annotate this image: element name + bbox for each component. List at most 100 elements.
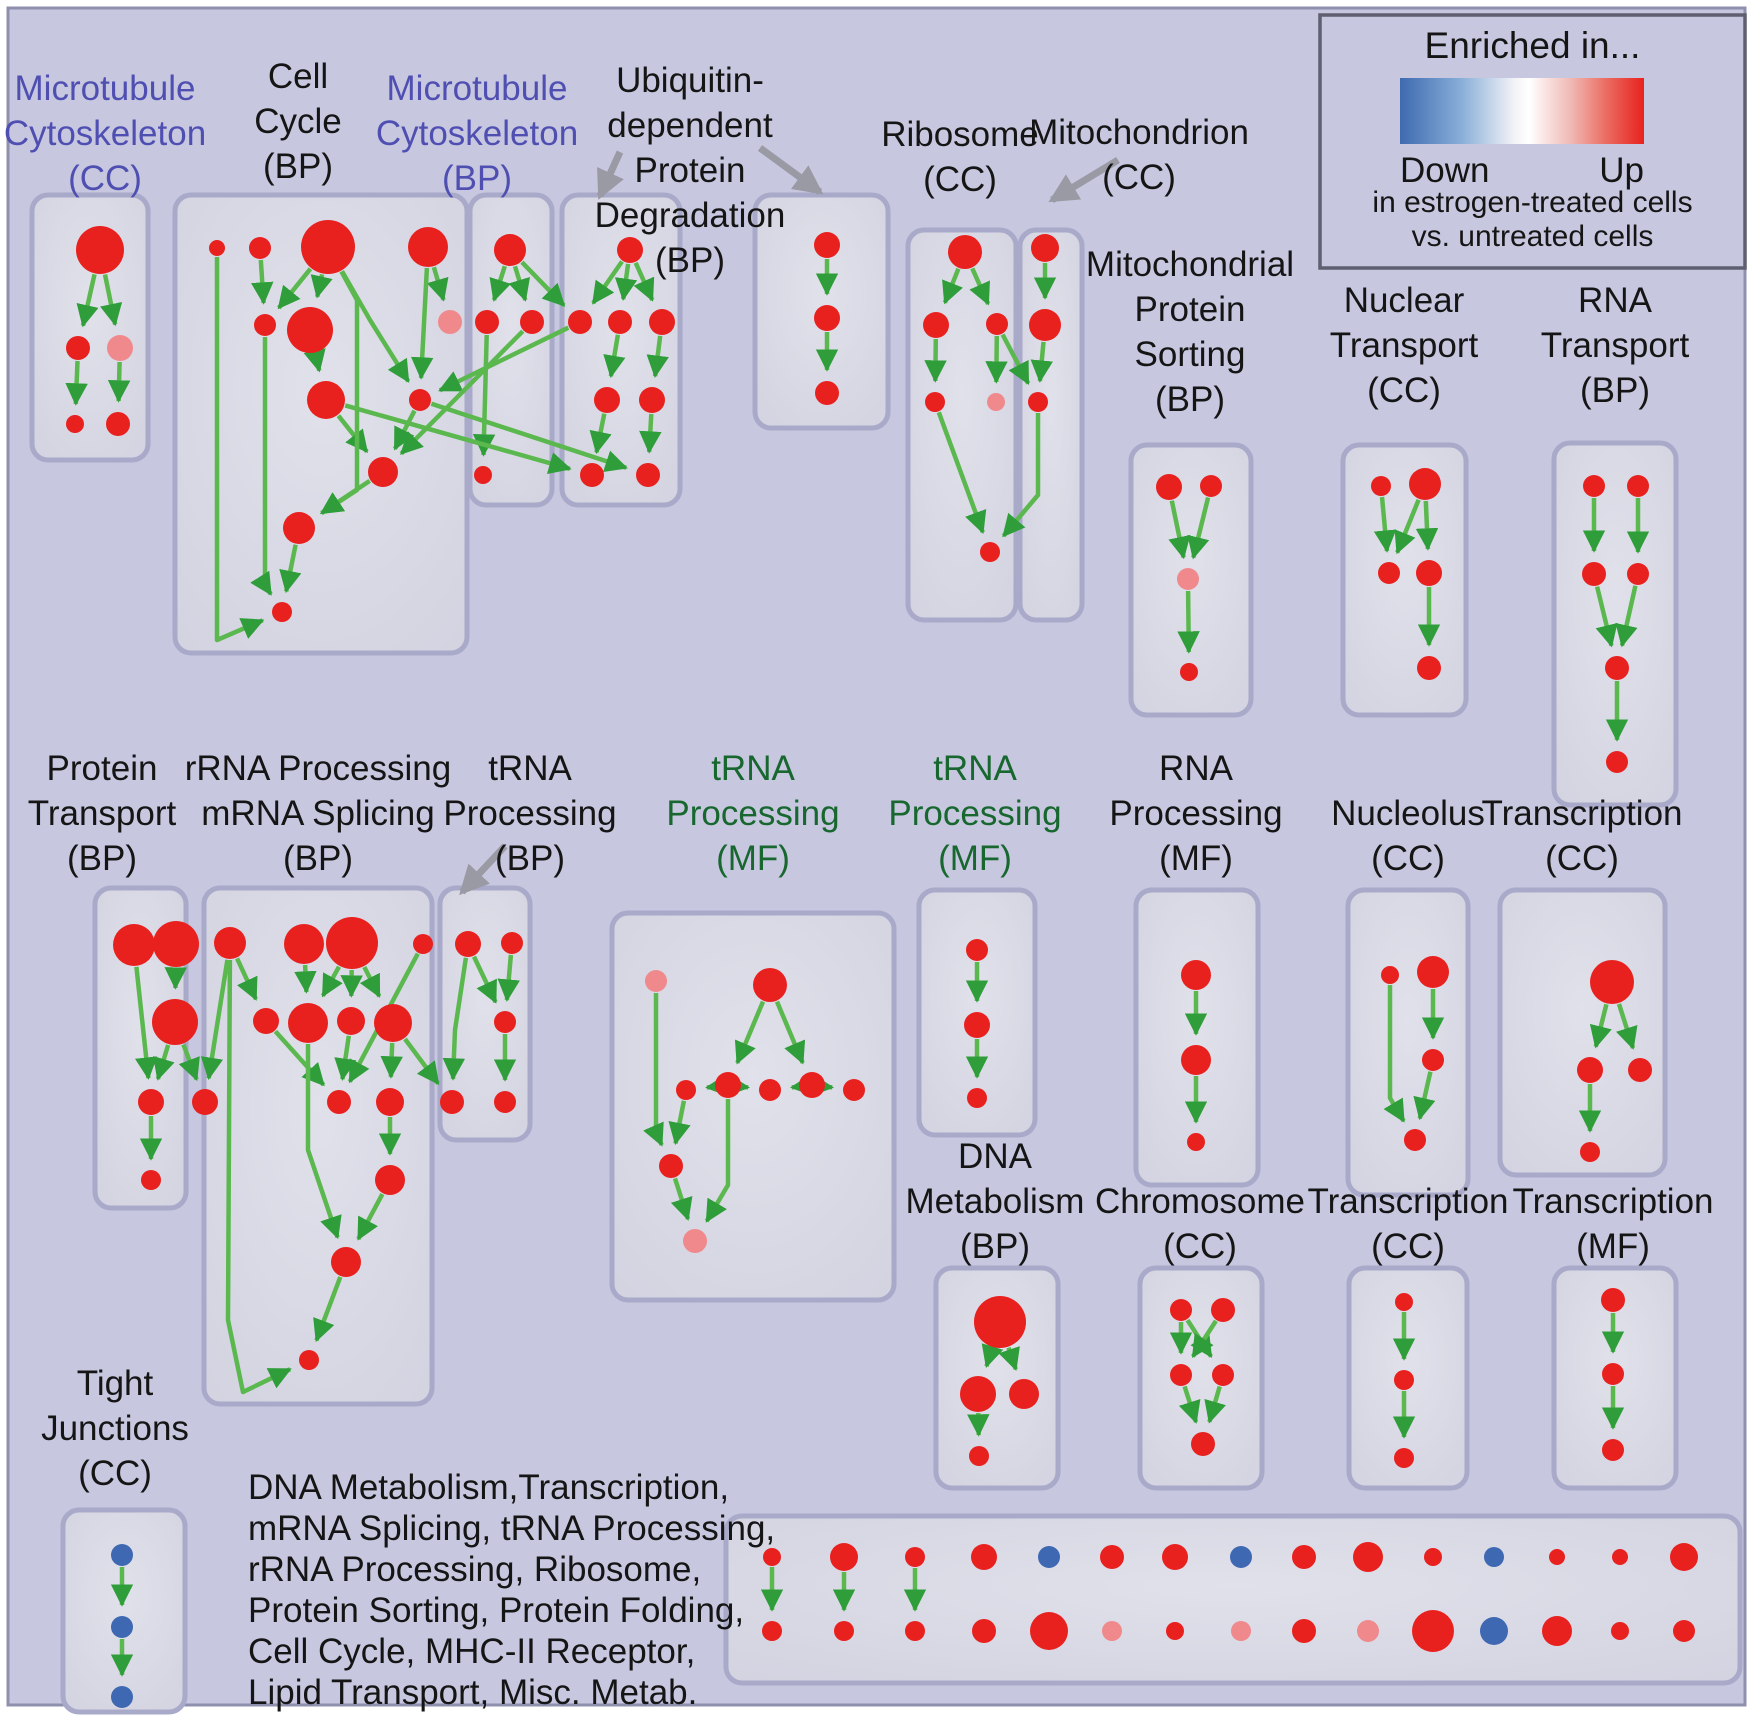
edge-rna_transport-mR-jn <box>1615 585 1638 648</box>
edge-ubiq_l-n4-b1 <box>589 413 612 455</box>
node-trna_mf_big-nC <box>759 1079 781 1101</box>
edge-mito_sorting-tR-mid <box>1187 497 1211 560</box>
cluster-label-nucleolus-cc: Nucleolus (CC) <box>1331 794 1485 878</box>
footer-text-line: Cell Cycle, MHC-II Receptor, <box>248 1632 695 1671</box>
edge-ubiq_l-m3-n5 <box>646 335 669 378</box>
edge-cell_cycle-c3-c5 <box>277 267 313 310</box>
cluster-label-line: Transport <box>1541 326 1690 365</box>
legend-caption-line: vs. untreated cells <box>1412 220 1654 253</box>
node-dna_metabolism-cL <box>960 1376 996 1412</box>
node-nuclear_transport-mR <box>1416 560 1442 586</box>
pointer-arrow-to-ubiquitin-box-right <box>757 145 824 195</box>
node-chromosome-mR <box>1212 1364 1234 1386</box>
edge-microtubule_bp-a-bot <box>472 334 496 457</box>
cluster-label-line: Chromosome <box>1095 1182 1305 1221</box>
node-mito-m7 <box>1029 309 1061 341</box>
node-dna_metabolism-bt <box>969 1446 989 1466</box>
node-trna_bp-b1 <box>440 1090 464 1114</box>
edge-rrna-m2-p <box>305 1044 342 1240</box>
node-chromosome-bt <box>1191 1432 1215 1456</box>
node-trna_bp-mid <box>494 1011 516 1033</box>
node-microtubule_bp-t <box>494 234 526 266</box>
node-tight_junctions-v2 <box>111 1616 133 1638</box>
node-cell_cycle-c1 <box>209 240 225 256</box>
node-rna_transport-tL <box>1583 475 1605 497</box>
edge-rrna-t2-m2 <box>294 964 317 994</box>
edge-dna_metabolism-huge-cL <box>981 1343 1004 1369</box>
cluster-label-line: Degradation <box>595 196 786 235</box>
node-microtubule_cc-d <box>66 415 84 433</box>
node-ubiq_r-v2 <box>814 305 840 331</box>
edge-transcription_cc_mid-bg-cR <box>1616 1003 1638 1050</box>
node-rna_proc_mf-v3 <box>1187 1133 1205 1151</box>
node-mito_sorting-tR <box>1200 475 1222 497</box>
edge-trna_mf_big-nA-nF <box>668 1100 691 1146</box>
cluster-label-rna-transport: RNA Transport (BP) <box>1541 281 1690 410</box>
cluster-box-rna_proc_mf <box>1133 887 1261 1188</box>
node-misc-c4t <box>971 1544 997 1570</box>
cluster-label-line: (BP) <box>283 839 353 878</box>
node-trna_mf_big-nF <box>659 1154 683 1178</box>
node-misc-c12b <box>1480 1617 1508 1645</box>
node-mito_sorting-tL <box>1156 474 1182 500</box>
edge-nuclear_transport-tR-mR <box>1415 500 1439 551</box>
cluster-label-trna-mf-2: tRNA Processing (MF) <box>888 749 1061 878</box>
cluster-label-chromosome-cc: Chromosome (CC) <box>1095 1182 1305 1266</box>
cross-edge-microtubule_bp.t-ubiq_l.m1 <box>520 260 566 308</box>
node-rrna-x1 <box>192 1089 218 1115</box>
node-misc-c1t <box>763 1548 781 1566</box>
label-pointer-arrows <box>459 145 1120 896</box>
node-misc-c11b <box>1412 1610 1454 1652</box>
cluster-label-line: mRNA Splicing <box>201 794 434 833</box>
pointer-arrow-to-ubiquitin-box-left <box>596 150 624 200</box>
edge-microtubule_cc-b-d <box>65 360 88 406</box>
cluster-label-line: Sorting <box>1135 335 1246 374</box>
node-trna_bp-t2 <box>501 932 523 954</box>
cluster-label-line: Processing <box>443 794 616 833</box>
node-ribosome-bot <box>980 542 1000 562</box>
edge-trna_mf_big-nF-pkB <box>670 1177 693 1221</box>
node-protein_transport-bot <box>141 1170 161 1190</box>
pointer-arrow-to-mitochondrion-box <box>1048 157 1120 203</box>
node-misc-c5t <box>1038 1546 1060 1568</box>
cluster-label-microtubule-cc: Microtubule Cytoskeleton (CC) <box>4 69 206 198</box>
node-transcription_mf_bot-v3 <box>1602 1439 1624 1461</box>
node-ubiq_l-n5 <box>639 387 665 413</box>
node-cell_cycle-c12 <box>272 602 292 622</box>
node-misc-c5b <box>1030 1612 1068 1650</box>
node-protein_transport-bigR <box>153 921 199 967</box>
cluster-label-line: (BP) <box>1155 380 1225 419</box>
node-misc-c12t <box>1484 1547 1504 1567</box>
node-cell_cycle-c10 <box>368 457 398 487</box>
node-misc-c13b <box>1542 1616 1572 1646</box>
node-cell_cycle-c7 <box>438 310 462 334</box>
node-misc-c4b <box>972 1619 996 1643</box>
node-ubiq_r-v1 <box>814 232 840 258</box>
node-ubiq_l-m2 <box>608 310 632 334</box>
cluster-label-line: tRNA <box>711 749 795 788</box>
node-protein_transport-bigM <box>152 999 198 1045</box>
edge-protein_transport-bigM-chL <box>153 1044 175 1081</box>
node-nuclear_transport-tR <box>1409 468 1441 500</box>
edge-trna_bp-t1-mid <box>471 955 498 1004</box>
legend-gradient-bar <box>1400 78 1644 144</box>
node-rrna-p <box>331 1247 361 1277</box>
node-protein_transport-chL <box>138 1089 164 1115</box>
node-nucleolus-md <box>1422 1049 1444 1071</box>
footer-text-line: Protein Sorting, Protein Folding, <box>248 1591 744 1630</box>
edge-cell_cycle-c8-c10 <box>336 414 369 454</box>
node-rna_proc_mf-v2 <box>1181 1045 1211 1075</box>
node-rrna-m2 <box>288 1003 328 1043</box>
cluster-label-line: Ubiquitin- <box>616 61 764 100</box>
cluster-label-line: RNA <box>1578 281 1653 320</box>
footer-text-line: Lipid Transport, Misc. Metab. <box>248 1673 697 1712</box>
node-rrna-b2 <box>376 1088 404 1116</box>
edge-cell_cycle-c5-c12 <box>250 337 273 596</box>
node-trna_mf_small-v2 <box>964 1012 990 1038</box>
cluster-label-line: rRNA Processing <box>185 749 451 788</box>
legend-title: Enriched in... <box>1425 25 1641 66</box>
node-trna_mf_big-nE <box>843 1079 865 1101</box>
edge-cell_cycle-c9-c10 <box>392 409 417 451</box>
edge-cell_cycle-c3-c6 <box>310 273 333 299</box>
